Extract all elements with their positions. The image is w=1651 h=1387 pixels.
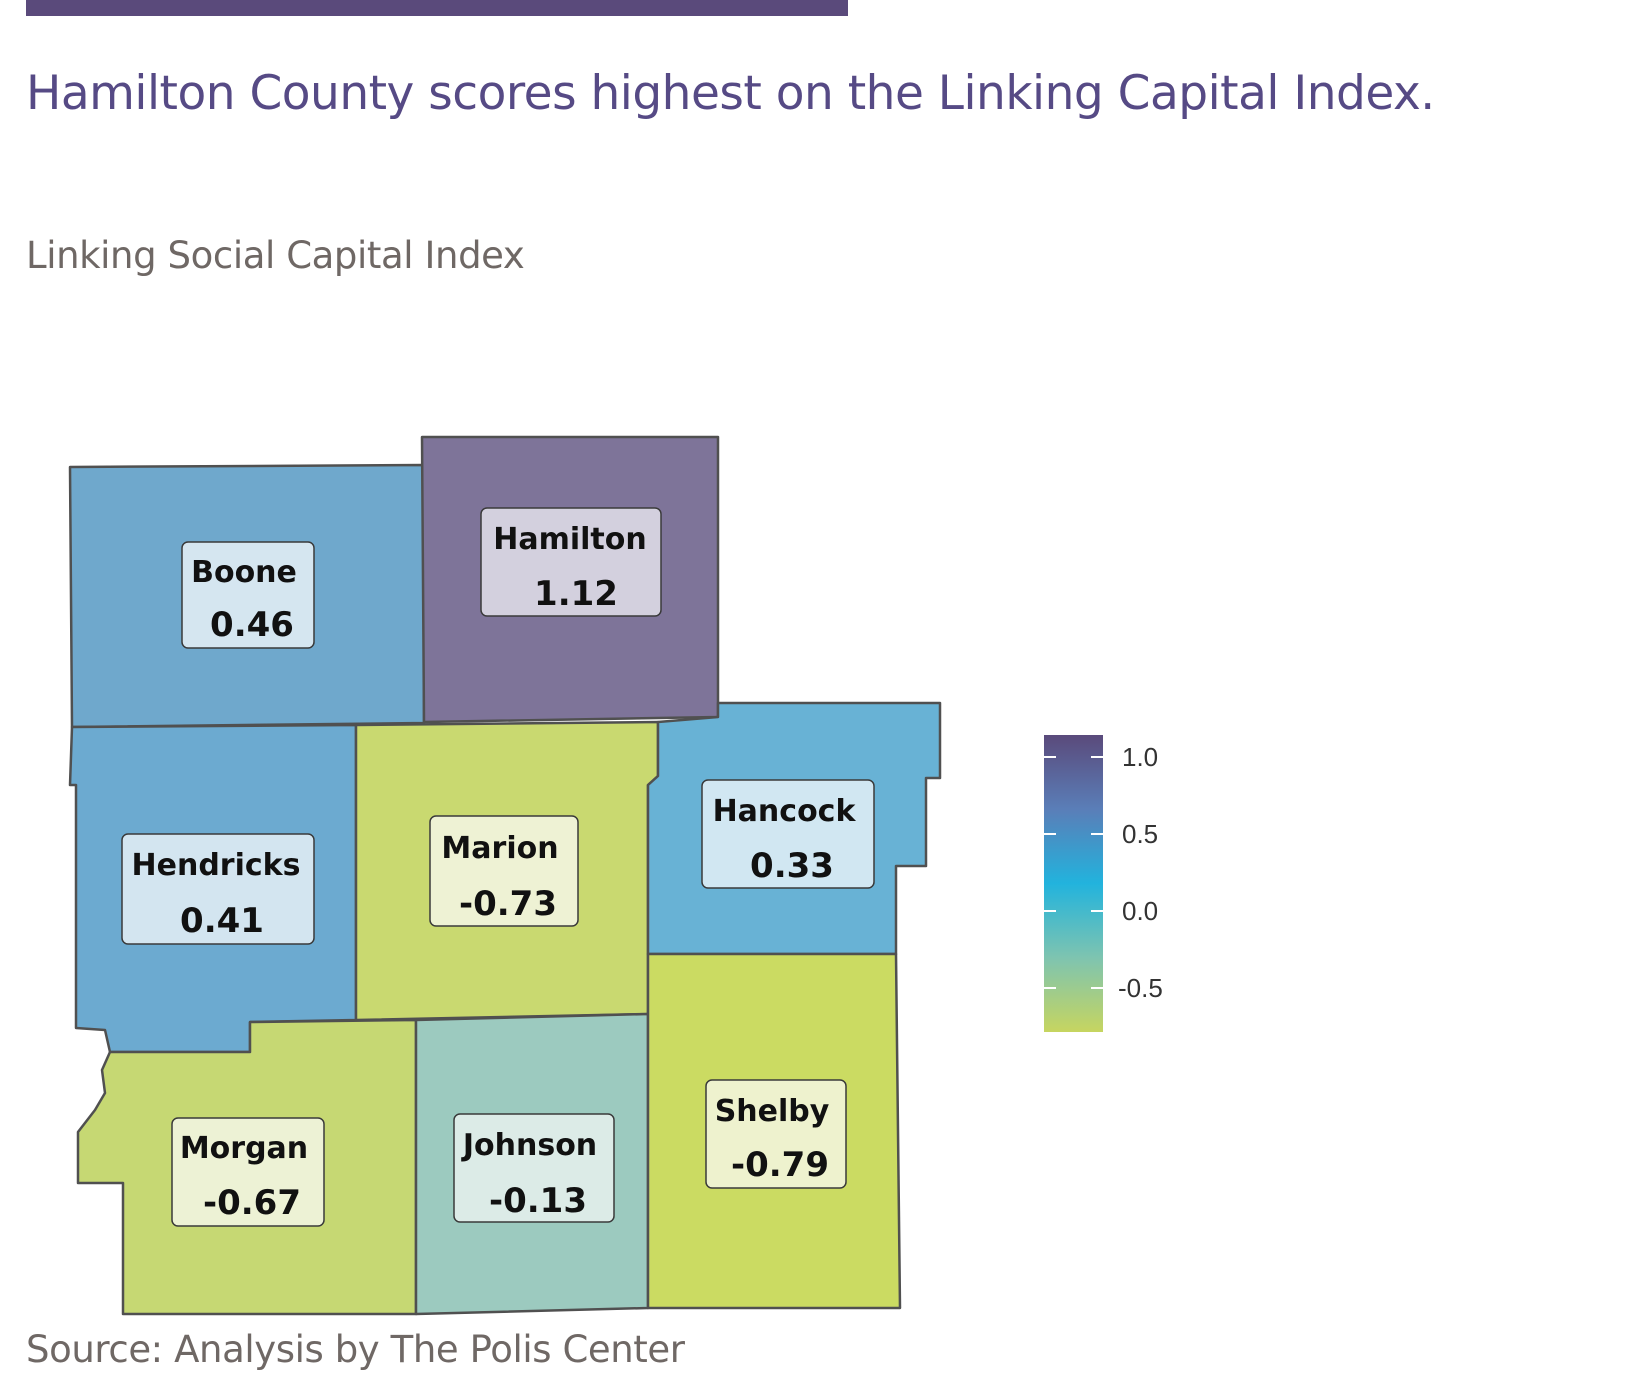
county-label-hamilton: Hamilton 1.12 — [480, 507, 662, 617]
county-labels: Boone 0.46 Hamilton 1.12 Hendricks 0.41 … — [121, 507, 875, 1227]
legend-tick-label: 1.0 — [1122, 742, 1158, 772]
label-box — [701, 779, 875, 889]
county-value: 0.33 — [750, 846, 834, 886]
legend-tick-label: 0.5 — [1122, 819, 1158, 849]
map-subtitle: Linking Social Capital Index — [26, 234, 525, 277]
county-label-morgan: Morgan -0.67 — [171, 1117, 325, 1227]
county-label-hendricks: Hendricks 0.41 — [121, 833, 315, 945]
county-name: Hendricks — [132, 848, 301, 883]
county-value: 0.41 — [180, 901, 264, 941]
label-box — [429, 815, 579, 927]
legend-colorbar — [1044, 735, 1103, 1032]
top-accent-bar — [26, 0, 848, 16]
legend-tick-marks — [1044, 756, 1103, 989]
headline: Hamilton County scores highest on the Li… — [26, 66, 1435, 121]
county-value: 0.46 — [210, 605, 294, 645]
county-label-marion: Marion -0.73 — [429, 815, 579, 927]
label-box — [181, 541, 315, 649]
county-name: Marion — [441, 831, 558, 866]
county-value: -0.67 — [203, 1183, 301, 1223]
county-name: Morgan — [180, 1131, 308, 1166]
label-box — [480, 507, 662, 617]
label-box — [705, 1079, 847, 1189]
county-value: -0.73 — [459, 884, 557, 924]
county-value: -0.13 — [489, 1181, 587, 1221]
label-box — [121, 833, 315, 945]
county-value: 1.12 — [534, 574, 618, 614]
county-value: -0.79 — [731, 1145, 829, 1185]
county-name: Johnson — [461, 1128, 597, 1163]
county-label-johnson: Johnson -0.13 — [453, 1113, 615, 1223]
county-name: Boone — [191, 555, 297, 590]
county-label-shelby: Shelby -0.79 — [705, 1079, 847, 1189]
legend-tick-label: -0.5 — [1118, 973, 1163, 1003]
county-name: Hamilton — [493, 522, 647, 557]
label-box — [171, 1117, 325, 1227]
label-box — [453, 1113, 615, 1223]
legend-tick-label: 0.0 — [1122, 896, 1158, 926]
source-note: Source: Analysis by The Polis Center — [26, 1328, 685, 1371]
county-label-boone: Boone 0.46 — [181, 541, 315, 649]
color-legend: 1.0 0.5 0.0 -0.5 — [1044, 735, 1163, 1032]
county-label-hancock: Hancock 0.33 — [701, 779, 875, 889]
county-name: Hancock — [713, 794, 857, 829]
county-name: Shelby — [715, 1094, 830, 1129]
